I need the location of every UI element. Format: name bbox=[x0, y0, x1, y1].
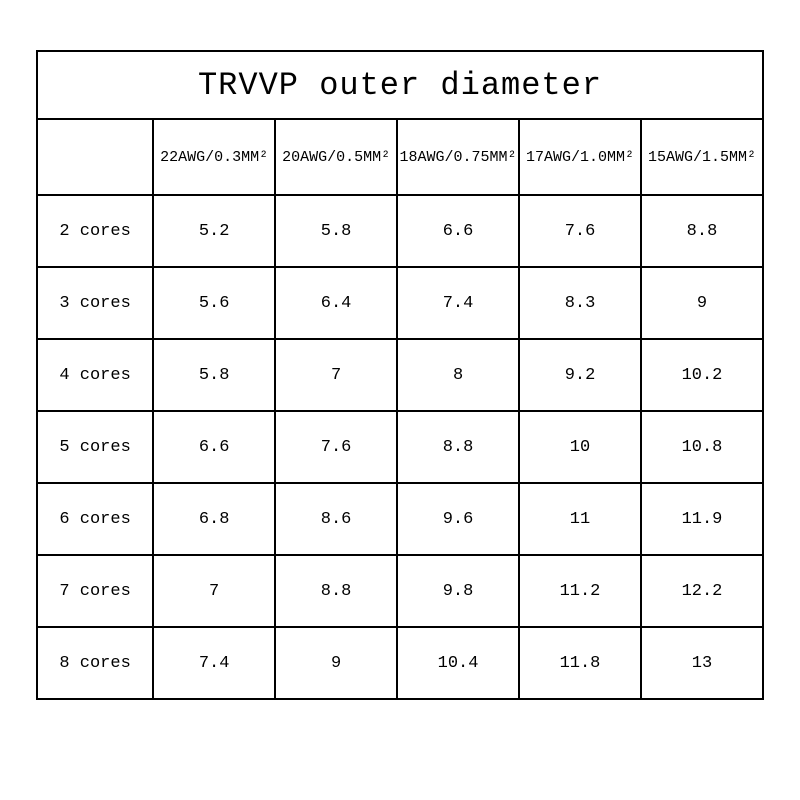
data-cell: 5.6 bbox=[153, 267, 275, 339]
data-cell: 9.2 bbox=[519, 339, 641, 411]
col-head-1: 20AWG/0.5MM² bbox=[275, 119, 397, 195]
table-row: 8 cores 7.4 9 10.4 11.8 13 bbox=[37, 627, 763, 699]
data-cell: 5.2 bbox=[153, 195, 275, 267]
data-cell: 7 bbox=[153, 555, 275, 627]
row-label: 2 cores bbox=[37, 195, 153, 267]
data-cell: 6.4 bbox=[275, 267, 397, 339]
row-label: 6 cores bbox=[37, 483, 153, 555]
col-head-0: 22AWG/0.3MM² bbox=[153, 119, 275, 195]
data-cell: 7 bbox=[275, 339, 397, 411]
data-cell: 6.8 bbox=[153, 483, 275, 555]
data-cell: 8.8 bbox=[641, 195, 763, 267]
table-row: 3 cores 5.6 6.4 7.4 8.3 9 bbox=[37, 267, 763, 339]
row-label: 7 cores bbox=[37, 555, 153, 627]
data-cell: 10.4 bbox=[397, 627, 519, 699]
data-cell: 9 bbox=[641, 267, 763, 339]
col-head-4: 15AWG/1.5MM² bbox=[641, 119, 763, 195]
data-cell: 7.6 bbox=[519, 195, 641, 267]
data-cell: 7.4 bbox=[397, 267, 519, 339]
table-row: 6 cores 6.8 8.6 9.6 11 11.9 bbox=[37, 483, 763, 555]
data-cell: 11 bbox=[519, 483, 641, 555]
table-title: TRVVP outer diameter bbox=[37, 51, 763, 119]
diameter-table: TRVVP outer diameter 22AWG/0.3MM² 20AWG/… bbox=[36, 50, 764, 700]
data-cell: 9.8 bbox=[397, 555, 519, 627]
row-label: 4 cores bbox=[37, 339, 153, 411]
table-row: 7 cores 7 8.8 9.8 11.2 12.2 bbox=[37, 555, 763, 627]
data-cell: 11.9 bbox=[641, 483, 763, 555]
data-cell: 6.6 bbox=[397, 195, 519, 267]
table-row: 5 cores 6.6 7.6 8.8 10 10.8 bbox=[37, 411, 763, 483]
data-cell: 5.8 bbox=[153, 339, 275, 411]
data-cell: 12.2 bbox=[641, 555, 763, 627]
data-cell: 10 bbox=[519, 411, 641, 483]
data-cell: 8.8 bbox=[397, 411, 519, 483]
data-cell: 13 bbox=[641, 627, 763, 699]
row-label: 3 cores bbox=[37, 267, 153, 339]
data-cell: 11.8 bbox=[519, 627, 641, 699]
data-cell: 7.6 bbox=[275, 411, 397, 483]
data-cell: 8.8 bbox=[275, 555, 397, 627]
data-cell: 8.6 bbox=[275, 483, 397, 555]
data-cell: 6.6 bbox=[153, 411, 275, 483]
data-cell: 8.3 bbox=[519, 267, 641, 339]
data-cell: 10.2 bbox=[641, 339, 763, 411]
data-cell: 11.2 bbox=[519, 555, 641, 627]
data-cell: 8 bbox=[397, 339, 519, 411]
data-cell: 5.8 bbox=[275, 195, 397, 267]
column-header-row: 22AWG/0.3MM² 20AWG/0.5MM² 18AWG/0.75MM² … bbox=[37, 119, 763, 195]
row-label: 8 cores bbox=[37, 627, 153, 699]
corner-cell bbox=[37, 119, 153, 195]
row-label: 5 cores bbox=[37, 411, 153, 483]
data-cell: 7.4 bbox=[153, 627, 275, 699]
data-cell: 9.6 bbox=[397, 483, 519, 555]
col-head-3: 17AWG/1.0MM² bbox=[519, 119, 641, 195]
data-cell: 10.8 bbox=[641, 411, 763, 483]
table-row: 4 cores 5.8 7 8 9.2 10.2 bbox=[37, 339, 763, 411]
col-head-2: 18AWG/0.75MM² bbox=[397, 119, 519, 195]
table-row: 2 cores 5.2 5.8 6.6 7.6 8.8 bbox=[37, 195, 763, 267]
data-cell: 9 bbox=[275, 627, 397, 699]
